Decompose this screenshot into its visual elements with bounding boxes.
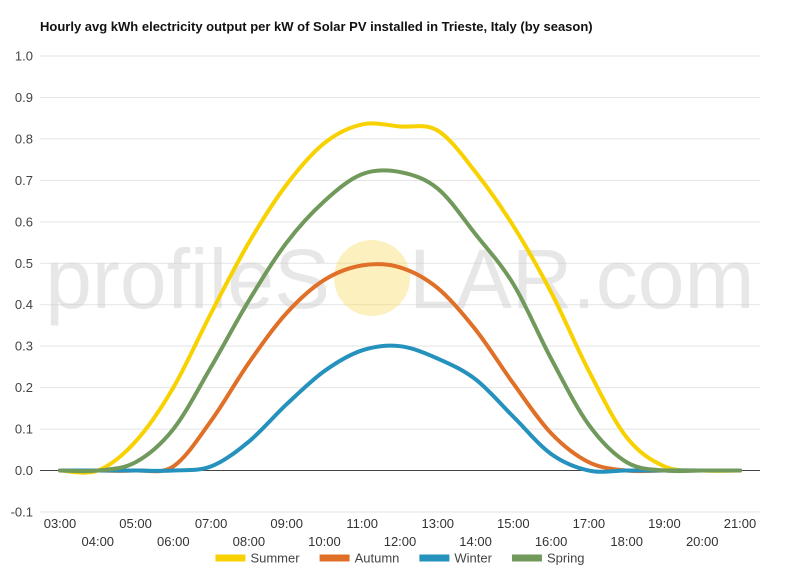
legend-swatch-spring [511,554,542,562]
series-line-summer [58,121,742,475]
x-tick-label: 16:00 [535,534,568,549]
watermark-sun-icon [334,240,410,316]
y-tick-label: 0.6 [15,214,33,229]
x-tick-label: 07:00 [195,516,228,531]
x-tick-label: 04:00 [82,534,115,549]
y-tick-label: 0.0 [15,463,33,478]
x-tick-label: 15:00 [497,516,530,531]
legend-swatch-winter [419,554,450,562]
y-tick-label: -0.1 [11,505,33,520]
chart-title: Hourly avg kWh electricity output per kW… [40,19,593,34]
legend-swatch-autumn [319,554,350,562]
y-tick-label: 0.8 [15,131,33,146]
legend: Summer Autumn Winter Spring [215,551,585,566]
axes-layer: -0.1 0.0 0.1 0.2 0.3 0.4 0.5 0.6 0.7 0.8 0.9 1.0 03:… [11,49,760,549]
watermark-text-end: LAR.com [409,232,754,326]
y-tick-label: 0.2 [15,380,33,395]
legend-label-autumn: Autumn [355,551,400,566]
legend-swatch-summer [215,554,246,562]
x-tick-label: 08:00 [233,534,266,549]
x-tick-label: 10:00 [308,534,341,549]
x-tick-label: 13:00 [422,516,455,531]
watermark: profileS LAR.com [45,232,754,326]
series-line-spring [58,168,742,474]
legend-label-summer: Summer [250,551,300,566]
y-tick-label: 0.1 [15,422,33,437]
x-tick-label: 03:00 [44,516,77,531]
x-tick-label: 06:00 [157,534,190,549]
y-tick-label: 0.9 [15,90,33,105]
y-tick-label: 0.3 [15,339,33,354]
x-tick-label: 14:00 [459,534,492,549]
series-layer [58,121,742,475]
y-tick-label: 1.0 [15,49,33,64]
x-tick-label: 05:00 [119,516,152,531]
x-tick-label: 09:00 [270,516,303,531]
x-tick-label: 20:00 [686,534,719,549]
x-tick-label: 18:00 [610,534,643,549]
y-tick-label: 0.7 [15,173,33,188]
legend-label-winter: Winter [454,551,492,566]
x-tick-label: 17:00 [573,516,606,531]
legend-label-spring: Spring [547,551,585,566]
series-line-winter [58,343,742,474]
x-tick-label: 19:00 [648,516,681,531]
y-tick-label: 0.4 [15,297,33,312]
y-tick-label: 0.5 [15,256,33,271]
x-tick-label: 21:00 [724,516,757,531]
x-tick-label: 12:00 [384,534,417,549]
x-tick-label: 11:00 [346,516,378,531]
